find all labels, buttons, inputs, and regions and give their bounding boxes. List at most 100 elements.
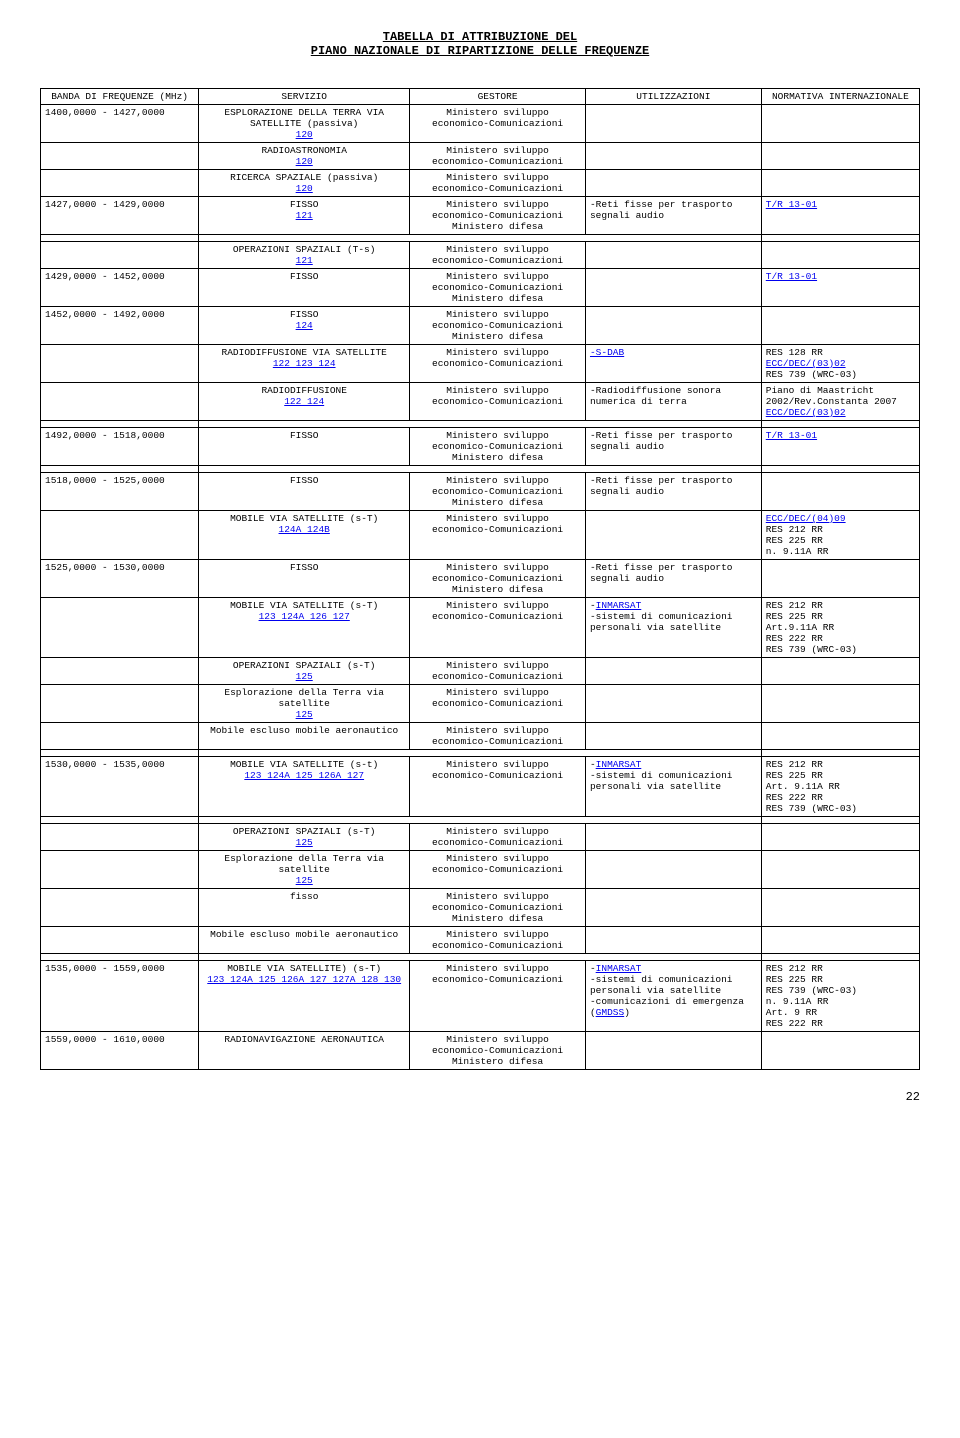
cell-use: -Radiodiffusione sonora numerica di terr…	[585, 383, 761, 421]
cell-use	[585, 723, 761, 750]
cell-service: FISSO	[199, 428, 410, 466]
cell-service: MOBILE VIA SATELLITE (s-T)123 124A 126 1…	[199, 598, 410, 658]
link[interactable]: ECC/DEC/(04)09	[766, 513, 846, 524]
table-row: 1427,0000 - 1429,0000FISSO121Ministero s…	[41, 197, 920, 235]
cell-manager: Ministero sviluppoeconomico-Comunicazion…	[410, 927, 586, 954]
cell-service: Mobile escluso mobile aeronautico	[199, 723, 410, 750]
cell-use: -Reti fisse per trasporto segnali audio	[585, 428, 761, 466]
cell-manager: Ministero sviluppoeconomico-Comunicazion…	[410, 511, 586, 560]
service-note-link[interactable]: 120	[296, 156, 313, 167]
cell-band: 1452,0000 - 1492,0000	[41, 307, 199, 345]
table-row: 1535,0000 - 1559,0000MOBILE VIA SATELLIT…	[41, 961, 920, 1032]
cell-use	[585, 105, 761, 143]
cell-manager: Ministero sviluppoeconomico-Comunicazion…	[410, 242, 586, 269]
service-note-link[interactable]: 121	[296, 255, 313, 266]
cell-band	[41, 143, 199, 170]
norm-link[interactable]: T/R 13-01	[766, 271, 817, 282]
service-note-link[interactable]: 123 124A 126 127	[259, 611, 350, 622]
spacer-row	[41, 421, 920, 428]
cell-norm	[761, 560, 919, 598]
cell-norm	[761, 307, 919, 345]
cell-use	[585, 658, 761, 685]
table-header-row: BANDA DI FREQUENZE (MHz) SERVIZIO GESTOR…	[41, 89, 920, 105]
cell-norm	[761, 473, 919, 511]
service-note-link[interactable]: 125	[296, 837, 313, 848]
cell-band	[41, 685, 199, 723]
cell-service: FISSO124	[199, 307, 410, 345]
spacer-row	[41, 235, 920, 242]
spacer-row	[41, 954, 920, 961]
cell-norm: RES 128 RRECC/DEC/(03)02RES 739 (WRC-03)	[761, 345, 919, 383]
cell-manager: Ministero sviluppoeconomico-Comunicazion…	[410, 723, 586, 750]
cell-use	[585, 889, 761, 927]
norm-link[interactable]: T/R 13-01	[766, 430, 817, 441]
service-note-link[interactable]: 121	[296, 210, 313, 221]
cell-norm	[761, 242, 919, 269]
cell-norm	[761, 1032, 919, 1070]
cell-band: 1492,0000 - 1518,0000	[41, 428, 199, 466]
norm-link[interactable]: T/R 13-01	[766, 199, 817, 210]
cell-use	[585, 511, 761, 560]
link[interactable]: ECC/DEC/(03)02	[766, 407, 846, 418]
cell-norm	[761, 658, 919, 685]
cell-norm: RES 212 RRRES 225 RRRES 739 (WRC-03)n. 9…	[761, 961, 919, 1032]
cell-band	[41, 658, 199, 685]
use-link[interactable]: -S-DAB	[590, 347, 624, 358]
table-row: RADIOASTRONOMIA120Ministero sviluppoecon…	[41, 143, 920, 170]
cell-manager: Ministero sviluppoeconomico-Comunicazion…	[410, 345, 586, 383]
cell-manager: Ministero sviluppoeconomico-Comunicazion…	[410, 473, 586, 511]
table-row: 1429,0000 - 1452,0000FISSOMinistero svil…	[41, 269, 920, 307]
table-row: Esplorazione della Terra via satellite12…	[41, 685, 920, 723]
table-row: RICERCA SPAZIALE (passiva)120Ministero s…	[41, 170, 920, 197]
cell-manager: Ministero sviluppoeconomico-Comunicazion…	[410, 383, 586, 421]
document-title: TABELLA DI ATTRIBUZIONE DEL PIANO NAZION…	[40, 30, 920, 58]
cell-norm: RES 212 RRRES 225 RRArt. 9.11A RRRES 222…	[761, 757, 919, 817]
title-line-2: PIANO NAZIONALE DI RIPARTIZIONE DELLE FR…	[40, 44, 920, 58]
table-row: fissoMinistero sviluppoeconomico-Comunic…	[41, 889, 920, 927]
col-norm: NORMATIVA INTERNAZIONALE	[761, 89, 919, 105]
cell-band	[41, 824, 199, 851]
table-row: Esplorazione della Terra via satellite12…	[41, 851, 920, 889]
cell-use: -Reti fisse per trasporto segnali audio	[585, 560, 761, 598]
cell-norm: RES 212 RRRES 225 RRArt.9.11A RRRES 222 …	[761, 598, 919, 658]
service-note-link[interactable]: 124A 124B	[279, 524, 330, 535]
service-note-link[interactable]: 123 124A 125 126A 127 127A 128 130	[207, 974, 401, 985]
cell-norm: T/R 13-01	[761, 197, 919, 235]
service-note-link[interactable]: 122 123 124	[273, 358, 336, 369]
cell-band	[41, 927, 199, 954]
cell-use	[585, 307, 761, 345]
service-note-link[interactable]: 124	[296, 320, 313, 331]
service-note-link[interactable]: 125	[296, 671, 313, 682]
service-note-link[interactable]: 120	[296, 129, 313, 140]
service-note-link[interactable]: 125	[296, 709, 313, 720]
link[interactable]: INMARSAT	[596, 963, 642, 974]
link[interactable]: INMARSAT	[596, 600, 642, 611]
cell-service: RADIONAVIGAZIONE AERONAUTICA	[199, 1032, 410, 1070]
cell-norm: T/R 13-01	[761, 428, 919, 466]
cell-use	[585, 851, 761, 889]
cell-band: 1427,0000 - 1429,0000	[41, 197, 199, 235]
link[interactable]: GMDSS	[596, 1007, 625, 1018]
link[interactable]: ECC/DEC/(03)02	[766, 358, 846, 369]
service-note-link[interactable]: 123 124A 125 126A 127	[244, 770, 364, 781]
cell-manager: Ministero sviluppoeconomico-Comunicazion…	[410, 889, 586, 927]
table-row: Mobile escluso mobile aeronauticoMiniste…	[41, 927, 920, 954]
cell-service: OPERAZIONI SPAZIALI (s-T)125	[199, 658, 410, 685]
table-row: OPERAZIONI SPAZIALI (s-T)125Ministero sv…	[41, 824, 920, 851]
cell-use	[585, 242, 761, 269]
cell-manager: Ministero sviluppoeconomico-Comunicazion…	[410, 824, 586, 851]
link[interactable]: INMARSAT	[596, 759, 642, 770]
cell-use: -Reti fisse per trasporto segnali audio	[585, 197, 761, 235]
service-note-link[interactable]: 122 124	[284, 396, 324, 407]
service-note-link[interactable]: 120	[296, 183, 313, 194]
cell-service: FISSO	[199, 560, 410, 598]
cell-service: MOBILE VIA SATELLITE) (s-T)123 124A 125 …	[199, 961, 410, 1032]
cell-band	[41, 598, 199, 658]
cell-manager: Ministero sviluppoeconomico-Comunicazion…	[410, 685, 586, 723]
cell-norm	[761, 685, 919, 723]
col-band: BANDA DI FREQUENZE (MHz)	[41, 89, 199, 105]
cell-band: 1535,0000 - 1559,0000	[41, 961, 199, 1032]
service-note-link[interactable]: 125	[296, 875, 313, 886]
spacer-row	[41, 466, 920, 473]
cell-manager: Ministero sviluppoeconomico-Comunicazion…	[410, 560, 586, 598]
